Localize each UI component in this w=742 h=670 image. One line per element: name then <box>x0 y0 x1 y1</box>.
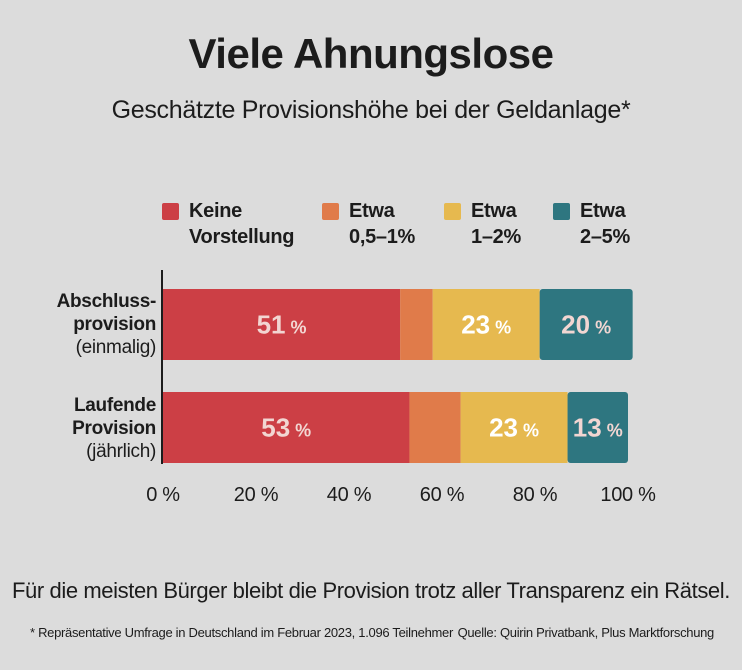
legend-label-line2: 2–5% <box>580 226 630 248</box>
bar-segment <box>567 392 628 463</box>
bar-segment <box>400 289 433 360</box>
caption: Für die meisten Bürger bleibt die Provis… <box>12 578 730 603</box>
legend-label-line2: 0,5–1% <box>349 226 416 248</box>
row-label-line1: Laufende <box>73 395 156 416</box>
legend-label-line1: Keine <box>189 200 242 222</box>
x-tick-label: 80 % <box>512 484 558 506</box>
legend-label-line1: Etwa <box>580 200 626 222</box>
legend-label-line2: 1–2% <box>471 226 521 248</box>
legend-label-line2: Vorstellung <box>189 226 295 248</box>
chart-title: Viele Ahnungslose <box>188 30 554 77</box>
legend-label-line1: Etwa <box>471 200 517 222</box>
x-tick-label: 100 % <box>600 484 656 506</box>
bar-segment <box>409 392 461 463</box>
legend-item-keine-vorstellung: Keine Vorstellung <box>162 198 295 250</box>
bar-segment <box>432 289 540 360</box>
legend-label: Etwa 1–2% <box>471 198 521 250</box>
legend-item-0-5-1: Etwa 0,5–1% <box>322 198 415 250</box>
bar-value-label: 23% <box>489 413 539 443</box>
legend-label-line1: Etwa <box>349 200 395 222</box>
bar-segment <box>539 289 633 360</box>
x-tick-label: 40 % <box>326 484 372 506</box>
legend-label: Etwa 0,5–1% <box>349 198 415 250</box>
legend-swatch <box>322 203 339 220</box>
x-tick-label: 0 % <box>146 484 180 506</box>
bar-value-label: 53% <box>261 413 311 443</box>
legend-label: Keine Vorstellung <box>189 198 295 250</box>
bar-value-label: 23% <box>461 310 511 340</box>
row-label-laufende-provision: Laufende Provision (jährlich) <box>72 394 156 463</box>
legend-label: Etwa 2–5% <box>580 198 630 250</box>
chart-subtitle: Geschätzte Provisionshöhe bei der Geldan… <box>111 96 631 124</box>
legend-swatch <box>444 203 461 220</box>
legend-swatch <box>162 203 179 220</box>
row-label-line2: Provision <box>72 418 156 439</box>
x-tick-label: 20 % <box>233 484 279 506</box>
bar-segment <box>163 289 401 360</box>
row-label-line3: (jährlich) <box>86 441 156 462</box>
row-label-line2: provision <box>73 314 156 335</box>
bar-segment <box>163 392 410 463</box>
bar-value-label: 20% <box>561 310 611 340</box>
row-label-line3: (einmalig) <box>75 337 157 358</box>
bar-value-label: 13% <box>573 413 623 443</box>
legend-swatch <box>553 203 570 220</box>
footnote: * Repräsentative Umfrage in Deutschland … <box>30 625 453 640</box>
row-label-abschlussprovision: Abschluss- provision (einmalig) <box>56 290 157 359</box>
legend-item-2-5: Etwa 2–5% <box>553 198 630 250</box>
bar-segment <box>460 392 568 463</box>
legend-item-1-2: Etwa 1–2% <box>444 198 521 250</box>
row-label-line1: Abschluss- <box>56 291 157 312</box>
bar-value-label: 51% <box>257 310 307 340</box>
x-tick-label: 60 % <box>419 484 465 506</box>
source-note: Quelle: Quirin Privatbank, Plus Marktfor… <box>457 625 715 640</box>
